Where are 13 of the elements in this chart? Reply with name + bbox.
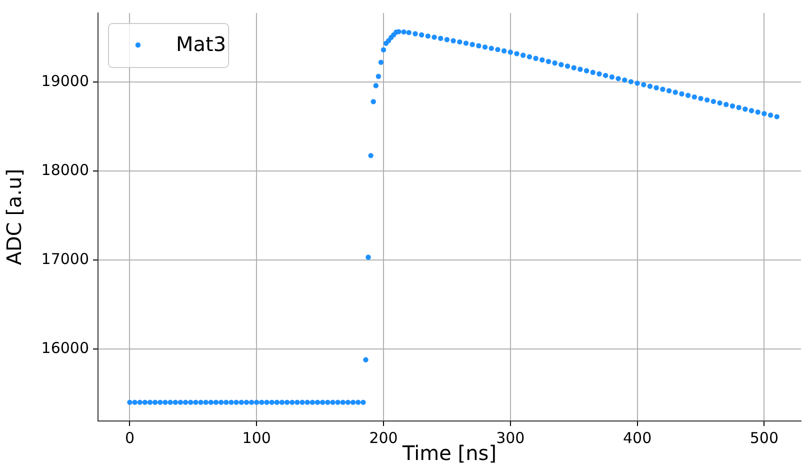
y-tick-label: 17000 (41, 250, 89, 268)
x-tick-label: 500 (750, 428, 779, 447)
y-axis-title: ADC [a.u] (2, 168, 26, 266)
x-tick-label: 400 (622, 428, 652, 447)
legend-label: Mat3 (176, 32, 226, 56)
x-tick-label: 0 (124, 428, 134, 447)
y-tick-label: 19000 (41, 72, 89, 90)
y-tick-label: 16000 (41, 338, 89, 357)
x-axis-title: Time [ns] (401, 441, 497, 466)
y-tick-label: 18000 (41, 160, 89, 179)
x-tick-label: 100 (242, 428, 271, 447)
x-tick-label: 300 (496, 428, 525, 447)
x-tick-label: 200 (369, 428, 398, 447)
